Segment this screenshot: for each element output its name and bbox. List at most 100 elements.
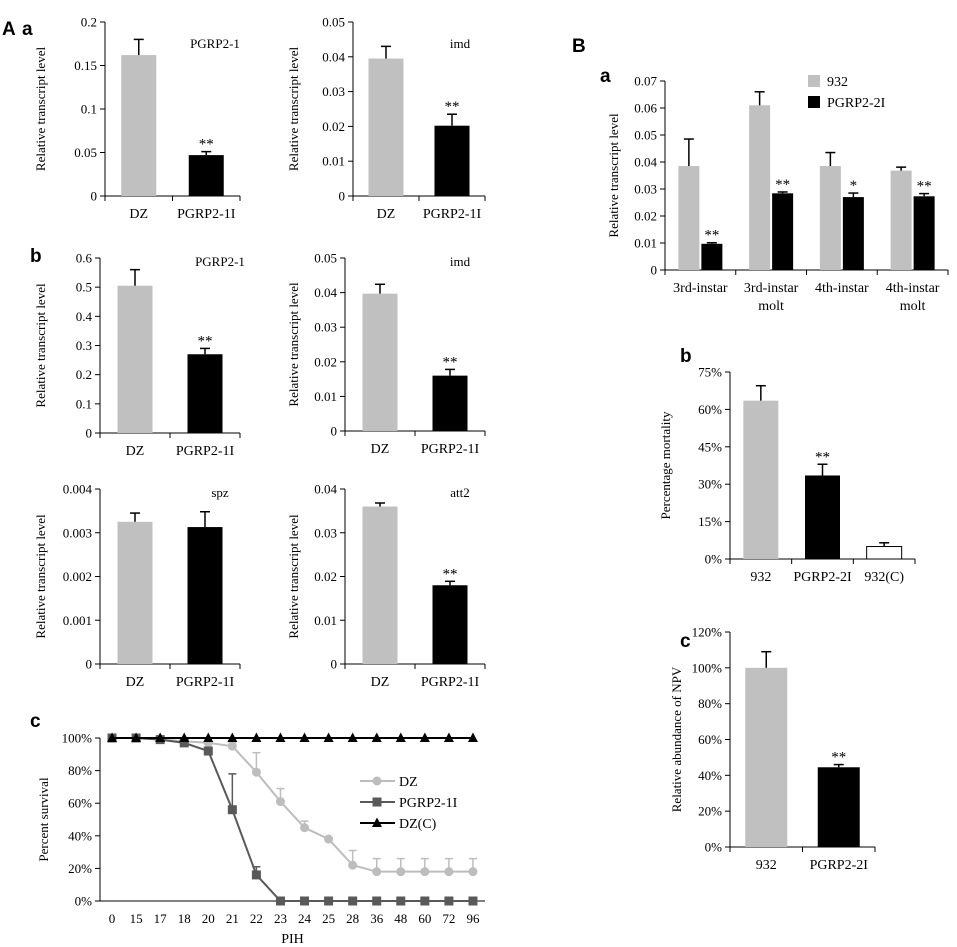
data-point	[251, 870, 261, 880]
data-point	[179, 732, 190, 742]
y-tick-label: 0.04	[322, 49, 345, 64]
category-label: 932	[750, 570, 771, 585]
data-point	[131, 732, 142, 742]
chart-bc: 0% 20% 40% 60% 80% 100% 120% Relative abundance…	[669, 625, 876, 873]
legend-swatch	[808, 96, 820, 108]
category-label: PGRP2-2I	[810, 858, 869, 873]
panel-label-B-b: b	[680, 346, 692, 367]
bar-932	[819, 166, 841, 270]
bar	[117, 285, 153, 433]
bar-pgrp2-2i	[842, 197, 864, 270]
chart-ab2: 0 0.01 0.02 0.03 0.04 0.05 Relative transcript…	[286, 251, 486, 457]
y-tick-label: 60%	[698, 732, 722, 747]
y-tick-label: 20%	[68, 861, 92, 876]
data-point	[395, 732, 406, 742]
x-tick-label: 15	[130, 911, 143, 926]
category-label: 932(C)	[864, 570, 904, 585]
chart-title: att2	[450, 485, 470, 500]
bar	[187, 527, 223, 664]
category-label: DZ	[371, 675, 390, 690]
series-dz-c-	[107, 732, 478, 742]
x-tick-label: 25	[322, 911, 335, 926]
y-tick-label: 40%	[68, 828, 92, 843]
y-tick-label: 100%	[692, 660, 723, 675]
data-point	[372, 867, 382, 877]
bar-pgrp2-2i	[772, 193, 794, 270]
x-axis-label: PIH	[281, 932, 304, 947]
y-tick-label: 0.01	[314, 389, 337, 404]
category-label: 932	[756, 858, 777, 873]
y-axis-label: Relative transcript level	[33, 47, 48, 172]
y-axis-label: Relative transcript level	[286, 282, 301, 407]
y-tick-label: 120%	[692, 625, 723, 640]
category-label: DZ	[129, 207, 148, 222]
y-tick-label: 0.2	[81, 15, 97, 30]
panel-label-B-a: a	[600, 66, 611, 87]
panel-label-B-c: c	[680, 631, 691, 652]
chart-title: imd	[450, 254, 471, 269]
category-label: PGRP2-1I	[177, 207, 236, 222]
category-label: PGRP2-1I	[423, 207, 482, 222]
data-point	[275, 797, 285, 807]
category-label: PGRP2-1I	[176, 444, 235, 459]
bar	[866, 546, 903, 560]
legend-label: PGRP2-2I	[827, 96, 886, 111]
significance-marker: **	[831, 750, 846, 766]
x-tick-label: 28	[346, 911, 359, 926]
y-axis-label: Relative transcript level	[286, 47, 301, 172]
chart-title: spz	[211, 485, 229, 500]
x-tick-label: 24	[298, 911, 312, 926]
legend-label: DZ	[399, 775, 418, 790]
y-tick-label: 0.001	[63, 613, 92, 628]
x-tick-label: 23	[274, 911, 287, 926]
y-tick-label: 0.01	[322, 154, 345, 169]
chart-title: PGRP2-1	[195, 254, 245, 269]
category-label: DZ	[377, 207, 396, 222]
y-tick-label: 0.05	[314, 251, 337, 266]
category-label: PGRP2-1I	[421, 675, 480, 690]
y-axis-label: Relative transcript level	[606, 113, 621, 238]
y-tick-label: 0	[86, 426, 93, 441]
data-point	[300, 823, 310, 833]
data-point	[300, 896, 310, 906]
y-tick-label: 0.02	[634, 209, 657, 224]
data-point	[324, 896, 334, 906]
y-tick-label: 0.04	[314, 285, 337, 300]
x-tick-label: 18	[178, 911, 191, 926]
x-tick-label: 17	[154, 911, 168, 926]
data-point	[444, 867, 454, 877]
significance-marker: **	[443, 354, 458, 370]
y-tick-label: 0.5	[76, 280, 92, 295]
series-line	[112, 737, 473, 902]
data-point	[275, 732, 286, 742]
category-label: 3rd-instar molt	[744, 281, 799, 314]
chart-bb: 0% 15% 30% 45% 60% 75% Percentage mortality 932…	[658, 365, 916, 585]
data-point	[396, 896, 406, 906]
data-point	[179, 738, 189, 748]
category-label: 3rd-instar	[673, 281, 728, 296]
data-point	[203, 732, 214, 742]
y-tick-label: 0	[91, 189, 98, 204]
data-point	[107, 732, 118, 742]
data-point	[443, 732, 454, 742]
bar	[745, 667, 788, 847]
legend-marker	[372, 797, 382, 807]
bar	[432, 375, 468, 431]
x-tick-label: 0	[109, 911, 116, 926]
y-tick-label: 0.3	[76, 338, 92, 353]
series-pgrp2-1i	[107, 733, 478, 906]
legend-label: PGRP2-1I	[399, 796, 458, 811]
y-tick-label: 0.1	[76, 396, 92, 411]
y-tick-label: 0.02	[314, 354, 337, 369]
y-tick-label: 0.06	[634, 101, 657, 116]
y-tick-label: 0	[339, 189, 346, 204]
data-point	[444, 896, 454, 906]
bar-pgrp2-2i	[701, 243, 723, 270]
chart-aa1: 0 0.05 0.1 0.15 0.2 Relative transcript level…	[33, 15, 241, 222]
y-tick-label: 80%	[698, 696, 722, 711]
data-point	[324, 834, 334, 844]
y-tick-label: 15%	[698, 514, 722, 529]
chart-aa2: 0 0.01 0.02 0.03 0.04 0.05 Relative transcript…	[286, 15, 486, 222]
data-point	[348, 860, 358, 870]
